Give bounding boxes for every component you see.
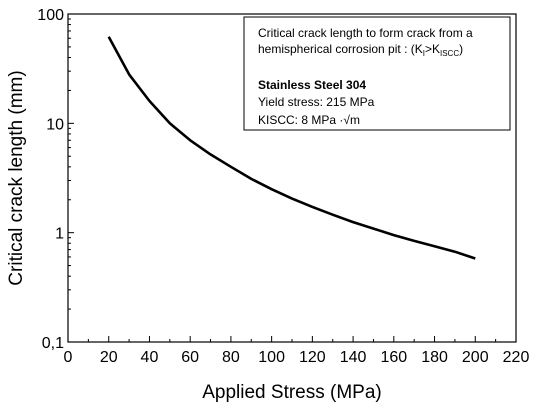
series-line (107, 36, 476, 260)
annotation-line-2-mid: >K (425, 42, 440, 56)
y-tick-label: 10 (46, 116, 64, 133)
annotation-sub-iscc: ISCC (440, 49, 459, 58)
x-tick-label: 120 (299, 349, 326, 366)
x-axis-title: Applied Stress (MPa) (202, 382, 382, 403)
y-axis-title: Critical crack length (mm) (6, 70, 27, 285)
series-group (107, 36, 476, 260)
y-tick-label: 0,1 (42, 335, 64, 352)
y-tick-label: 100 (37, 7, 64, 24)
x-tick-label: 180 (421, 349, 448, 366)
x-tick-label: 100 (258, 349, 285, 366)
y-axis-ticks: 0,1 1 10 100 (37, 7, 74, 352)
x-tick-label: 220 (503, 349, 530, 366)
annotation-material: Stainless Steel 304 (258, 78, 366, 92)
annotation-line-1: Critical crack length to form crack from… (258, 26, 473, 40)
annotation-line-2: hemispherical corrosion pit : (KI>KISCC) (258, 42, 463, 58)
annotation-line-2-pre: hemispherical corrosion pit : (K (258, 42, 423, 56)
annotation-box: Critical crack length to form crack from… (243, 16, 511, 131)
x-tick-label: 200 (462, 349, 489, 366)
y-tick-label: 1 (55, 226, 64, 243)
x-tick-label: 80 (222, 349, 240, 366)
x-tick-label: 160 (380, 349, 407, 366)
x-tick-label: 40 (141, 349, 159, 366)
annotation-yield: Yield stress: 215 MPa (258, 95, 375, 109)
annotation-sub-i: I (423, 49, 425, 58)
annotation-kiscc: KISCC: 8 MPa ·√m (258, 113, 360, 127)
x-tick-label: 0 (64, 349, 73, 366)
annotation-frame (243, 16, 511, 131)
annotation-line-2-post: ) (459, 42, 463, 56)
x-tick-label: 20 (100, 349, 118, 366)
x-axis-ticks: 0 20 40 60 80 100 120 140 160 180 200 220 (64, 336, 530, 366)
x-tick-label: 140 (340, 349, 367, 366)
x-tick-label: 60 (181, 349, 199, 366)
